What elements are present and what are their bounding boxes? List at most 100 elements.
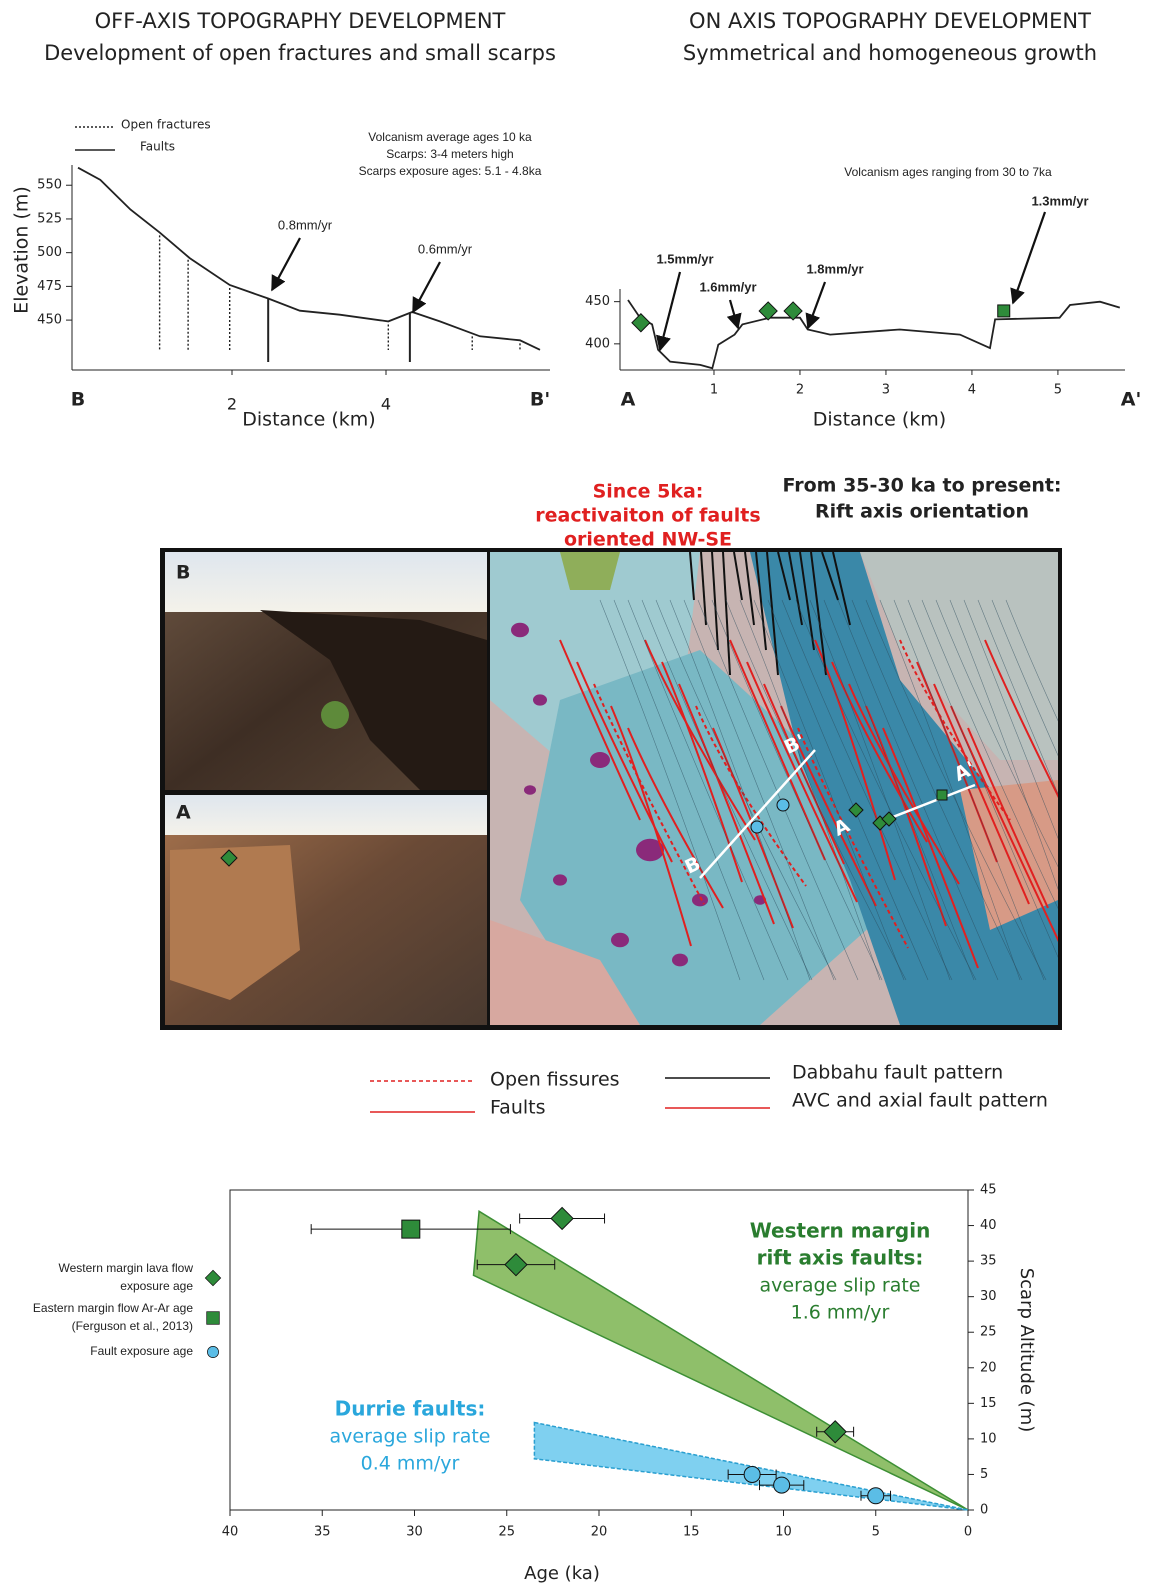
diamond-marker: [550, 1206, 574, 1231]
map-lineament: [711, 599, 883, 981]
volcanic-vent: [611, 932, 629, 948]
x-tick-label: 3: [882, 383, 890, 398]
x-tick-label: B': [530, 389, 550, 411]
site-circle: [750, 820, 764, 834]
y-axis-label: Scarp Altitude (m): [1016, 1268, 1037, 1433]
annotation-arrow: [1010, 211, 1047, 305]
annotation: 1.6mm/yr: [699, 279, 756, 294]
x-tick-label: 5: [1054, 383, 1062, 398]
square-marker: [401, 1219, 421, 1239]
annotation: Scarps: 3-4 meters high: [386, 147, 513, 161]
annotation-arrow: [271, 237, 301, 292]
volcanic-vent: [511, 622, 529, 638]
x-tick-label: 15: [683, 1525, 700, 1540]
circle-marker: [867, 1487, 885, 1505]
volcanic-vent: [692, 893, 708, 907]
map-fault: [831, 661, 928, 843]
map-lineament: [599, 599, 741, 981]
map-lineament: [725, 599, 907, 981]
map-fault: [729, 639, 826, 861]
map-fault: [689, 552, 695, 601]
map-fault: [700, 552, 707, 626]
map-fault: [797, 727, 909, 949]
y-tick-label: 450: [585, 294, 610, 309]
y-tick-label: 10: [980, 1431, 997, 1446]
photo-b-bush: [321, 701, 349, 729]
map-title: oriented NW-SE: [564, 529, 732, 551]
chart-subtitle: Symmetrical and homogeneous growth: [683, 41, 1097, 65]
photo-a-diamond: [220, 849, 238, 867]
photo-label: B: [176, 562, 190, 584]
y-tick-label: 15: [980, 1396, 997, 1411]
legend-label: Open fractures: [121, 118, 211, 132]
y-tick-label: 45: [980, 1183, 997, 1198]
site-square: [936, 789, 948, 801]
map-lineament: [977, 599, 1058, 795]
annotation-arrow: [655, 271, 682, 352]
legend-label: Open fissures: [490, 1069, 620, 1091]
unit: [490, 920, 640, 1025]
envelope-text: average slip rate: [760, 1275, 921, 1297]
y-tick-label: 450: [37, 313, 62, 328]
y-tick-label: 5: [980, 1467, 988, 1482]
y-axis-label: Elevation (m): [11, 186, 33, 314]
content: OFF-AXIS TOPOGRAPHY DEVELOPMENT Developme…: [11, 9, 1142, 1584]
x-tick-label: 35: [314, 1525, 331, 1540]
y-tick-label: 40: [980, 1218, 997, 1233]
legend-label: AVC and axial fault pattern: [792, 1090, 1048, 1112]
x-tick-label: 30: [406, 1525, 423, 1540]
annotation: Volcanism average ages 10 ka: [368, 130, 532, 144]
y-tick-label: 35: [980, 1254, 997, 1269]
map-fault: [933, 683, 1030, 905]
map-fault: [711, 552, 719, 651]
diamond-marker: [823, 1420, 847, 1444]
map-fault: [777, 552, 791, 601]
x-tick-label: 20: [591, 1525, 608, 1540]
x-tick-label: 40: [222, 1525, 239, 1540]
x-tick-label: B: [71, 389, 85, 411]
volcanic-vent: [533, 694, 547, 706]
x-tick-label: 0: [964, 1525, 972, 1540]
site-diamond: [848, 802, 864, 818]
diamond-marker: [758, 301, 778, 321]
map-lineament: [669, 599, 811, 981]
profile-trace: [879, 783, 976, 824]
map-lineament: [627, 599, 789, 981]
map-lineament: [851, 599, 1023, 981]
map-lineament: [921, 599, 1058, 909]
map-lineament: [865, 599, 1047, 981]
annotation-arrow: [412, 261, 441, 314]
map-fault: [678, 683, 775, 925]
map-fault: [832, 552, 851, 626]
map-fault: [882, 727, 979, 969]
map-title: reactivaiton of faults: [535, 505, 760, 527]
map-fault: [984, 639, 1058, 798]
map-lineament: [781, 599, 953, 981]
map-lineament: [935, 599, 1058, 868]
volcanic-vent: [590, 752, 610, 768]
x-tick-label: A': [1121, 389, 1142, 411]
map-title: From 35-30 ka to present:: [782, 475, 1061, 497]
legend-label: Faults: [140, 140, 175, 154]
photo-a-sky: [165, 795, 487, 835]
photo-b-sky: [165, 552, 487, 612]
profile-line: [77, 166, 541, 351]
annotation: 0.8mm/yr: [278, 217, 333, 232]
map-fault: [610, 705, 692, 947]
y-tick-label: 25: [980, 1325, 997, 1340]
map-fault: [559, 639, 641, 821]
x-tick-label: 4: [381, 395, 391, 414]
y-tick-label: 525: [37, 211, 62, 226]
legend-swatch: [207, 1346, 219, 1358]
map-title: Since 5ka:: [593, 481, 704, 503]
annotation: 1.5mm/yr: [656, 251, 713, 266]
x-axis-label: Distance (km): [242, 409, 375, 431]
map-lineament: [991, 599, 1058, 757]
chart-title: ON AXIS TOPOGRAPHY DEVELOPMENT: [689, 9, 1091, 33]
y-tick-label: 550: [37, 178, 62, 193]
map-fault: [821, 552, 839, 601]
y-tick-label: 500: [37, 245, 62, 260]
map-title: Rift axis orientation: [815, 501, 1029, 523]
map-lineament: [809, 599, 951, 981]
x-tick-label: 2: [796, 383, 804, 398]
